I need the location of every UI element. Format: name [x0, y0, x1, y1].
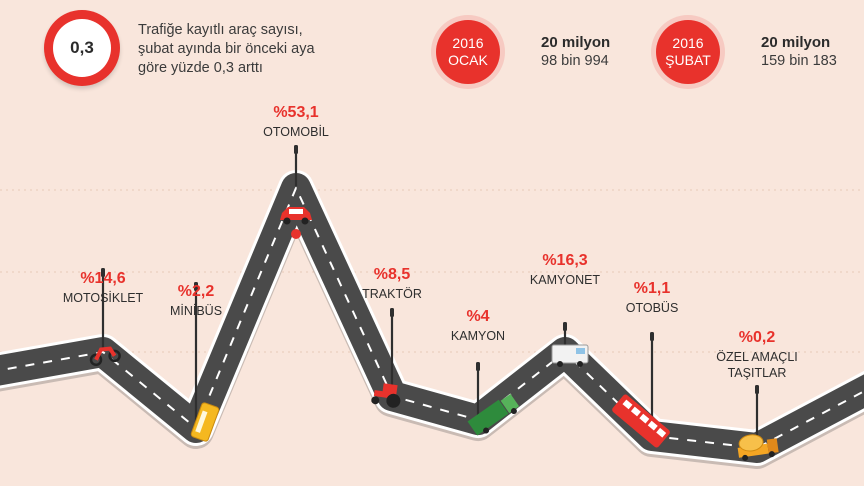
- category-label: TRAKTÖR: [362, 287, 422, 301]
- category-label: OTOBÜS: [625, 301, 679, 315]
- month-count-subat: 20 milyon 159 bin 183: [761, 33, 837, 71]
- concrete-mixer-icon: [737, 434, 779, 461]
- value-label: %8,5: [373, 266, 411, 283]
- category-label: KAMYON: [450, 329, 506, 343]
- minibus-icon: [190, 402, 220, 442]
- count-line2: 159 bin 183: [761, 53, 837, 69]
- marker-pole: [476, 362, 480, 418]
- rate-disc: 0,3: [44, 10, 120, 86]
- summary-line: göre yüzde 0,3 arttı: [138, 60, 263, 76]
- value-label: %1,1: [633, 280, 671, 297]
- month-badge-ocak: 2016 OCAK: [436, 20, 500, 84]
- marker-pole: [101, 268, 105, 350]
- rate-value: 0,3: [70, 38, 94, 57]
- category-label: OTOMOBİL: [263, 125, 329, 139]
- summary-line: Trafiğe kayıtlı araç sayısı,: [138, 22, 303, 38]
- category-label: MİNİBÜS: [169, 304, 223, 318]
- marker-pole: [390, 308, 394, 394]
- count-line2: 98 bin 994: [541, 53, 609, 69]
- category-label: MOTOSİKLET: [62, 291, 144, 305]
- road-surface: [0, 173, 864, 463]
- month-year: 2016: [452, 35, 484, 51]
- count-line1: 20 milyon: [541, 34, 611, 51]
- month-name: OCAK: [448, 52, 488, 68]
- category-label: KAMYONET: [529, 273, 601, 287]
- truck-icon: [467, 393, 520, 436]
- motorcycle-icon: [89, 346, 121, 367]
- bus-icon: [612, 394, 670, 448]
- tractor-icon: [371, 383, 401, 408]
- van-icon: [551, 344, 589, 367]
- count-line1: 20 milyon: [761, 34, 831, 51]
- summary-line: şubat ayında bir önceki aya: [138, 41, 315, 57]
- car-icon: [280, 207, 312, 225]
- value-label: %2,2: [177, 283, 215, 300]
- value-label: %14,6: [80, 270, 126, 287]
- month-count-ocak: 20 milyon 98 bin 994: [541, 33, 610, 71]
- category-label: TAŞITLAR: [727, 366, 787, 380]
- month-name: ŞUBAT: [665, 52, 711, 68]
- value-label: %16,3: [542, 252, 588, 269]
- month-badge-subat: 2016 ŞUBAT: [656, 20, 720, 84]
- category-label: ÖZEL AMAÇLI: [716, 350, 798, 364]
- marker-pole: [194, 282, 198, 426]
- value-label: %0,2: [738, 329, 776, 346]
- month-year: 2016: [672, 35, 704, 51]
- marker-pole: [291, 145, 301, 239]
- value-label: %53,1: [273, 104, 319, 121]
- summary-text: Trafiğe kayıtlı araç sayısı, şubat ayınd…: [138, 21, 315, 78]
- value-label: %4: [466, 308, 490, 325]
